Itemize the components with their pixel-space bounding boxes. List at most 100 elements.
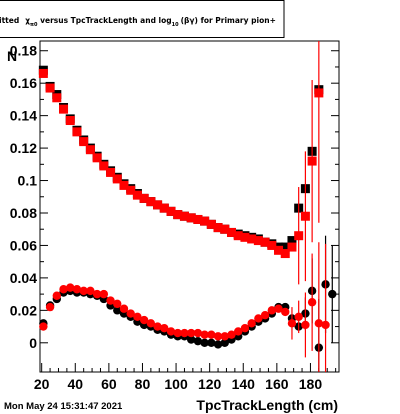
data-point (281, 307, 290, 317)
data-point (227, 330, 236, 339)
y-tick-label: 0.14 (10, 108, 37, 124)
data-point (240, 232, 250, 242)
data-point (240, 323, 250, 333)
data-point (146, 197, 156, 207)
data-point (294, 312, 303, 322)
data-marks (38, 41, 337, 372)
data-point (220, 338, 229, 347)
data-point (113, 299, 122, 309)
data-point (173, 210, 183, 220)
data-point (328, 289, 337, 299)
x-axis: 20 40 60 80 100 120 140 160 180 (34, 363, 337, 392)
data-point (307, 156, 317, 166)
x-axis-title: TpcTrackLength (cm) (196, 397, 338, 413)
data-point (321, 320, 330, 330)
series-1 (38, 65, 324, 252)
data-point (233, 231, 243, 241)
x-tick-label: 100 (164, 376, 188, 392)
data-point (226, 227, 236, 237)
data-point (186, 213, 196, 223)
data-point (180, 328, 189, 338)
x-tick-label: 20 (34, 376, 50, 392)
data-point (99, 161, 109, 171)
data-point (301, 320, 310, 330)
x-tick-label: 60 (101, 376, 117, 392)
data-point (159, 203, 169, 213)
series-2 (38, 41, 324, 285)
x-tick-label: 80 (135, 376, 151, 392)
data-point (86, 286, 95, 296)
y-tick-label: 0.06 (10, 237, 37, 253)
data-point (206, 219, 216, 229)
data-point (247, 319, 256, 328)
data-point (274, 245, 284, 255)
data-point (213, 223, 223, 233)
data-point (267, 306, 277, 315)
data-point (85, 145, 95, 155)
data-point (92, 153, 102, 163)
x-tick-label: 40 (67, 376, 83, 392)
data-point (112, 174, 122, 184)
data-point (132, 190, 142, 200)
data-point (79, 137, 89, 147)
data-point (213, 340, 223, 349)
y-tick-label: 0.1 (18, 173, 38, 189)
data-point (287, 236, 297, 246)
data-point (200, 338, 209, 347)
y-tick-label: 0.04 (10, 270, 37, 286)
data-point (213, 332, 223, 341)
data-point (146, 319, 156, 328)
data-point (200, 330, 209, 339)
series-4 (39, 242, 330, 372)
data-point (39, 322, 48, 331)
data-point (45, 83, 55, 93)
data-point (72, 127, 82, 137)
data-point (220, 332, 229, 341)
x-tick-label: 180 (299, 376, 323, 392)
data-point (186, 328, 196, 338)
chart-title: itted χπ0 versus TpcTrackLength and log10… (0, 16, 276, 28)
plot-frame (39, 40, 340, 373)
data-point (193, 328, 203, 338)
timestamp: Mon May 24 15:31:47 2021 (4, 401, 123, 412)
data-point (153, 322, 162, 331)
series-3 (39, 235, 337, 372)
data-point (267, 240, 277, 250)
data-point (166, 327, 176, 336)
data-point (66, 283, 75, 292)
data-point (200, 216, 210, 226)
data-point (119, 180, 129, 190)
y-axis: 0 0.02 0.04 0.06 0.08 0.1 0.12 0.14 0.16 0.18 (10, 43, 339, 351)
data-point (186, 335, 196, 344)
y-tick-label: 0.12 (10, 140, 37, 156)
data-point (260, 311, 270, 320)
title-box: itted χπ0 versus TpcTrackLength and log10… (0, 0, 285, 38)
data-point (92, 289, 102, 299)
x-tick-label: 140 (232, 376, 256, 392)
data-point (119, 304, 129, 313)
data-point (193, 214, 203, 224)
data-point (280, 249, 290, 259)
data-point (253, 236, 263, 246)
x-tick-label: 120 (198, 376, 222, 392)
data-point (38, 68, 48, 78)
data-point (153, 200, 163, 210)
data-point (59, 285, 68, 294)
y-tick-label: 0 (29, 335, 37, 351)
data-point (280, 242, 290, 252)
data-point (234, 327, 243, 336)
x-tick-label: 160 (265, 376, 289, 392)
data-point (314, 319, 324, 328)
data-point (220, 224, 230, 234)
data-point (160, 323, 169, 333)
data-point (45, 302, 55, 312)
data-point (287, 242, 297, 252)
data-point (133, 312, 142, 322)
data-point (65, 116, 75, 126)
data-point (274, 304, 283, 313)
data-point (173, 328, 182, 338)
y-tick-label: 0.16 (10, 75, 37, 91)
data-point (106, 167, 116, 177)
data-point (254, 314, 263, 323)
